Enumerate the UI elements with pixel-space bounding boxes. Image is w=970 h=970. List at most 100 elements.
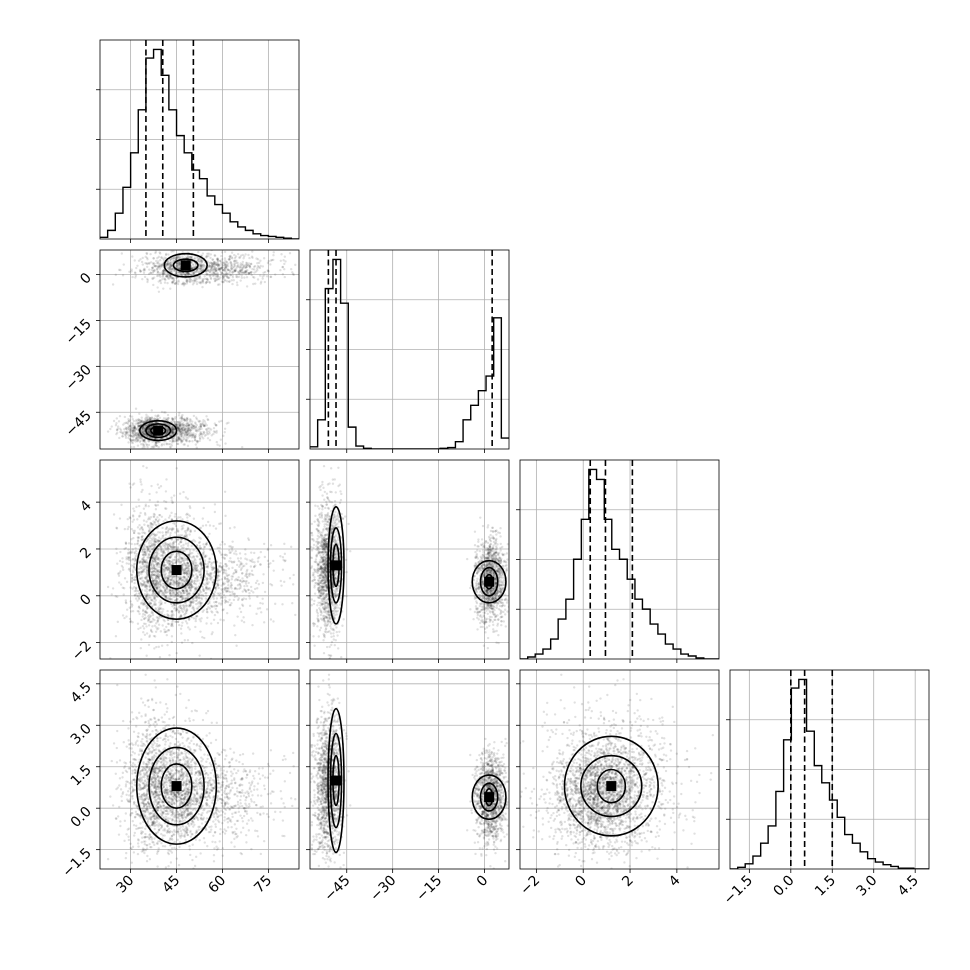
sample-point bbox=[167, 263, 170, 267]
sample-point bbox=[228, 526, 232, 530]
sample-point bbox=[191, 434, 195, 437]
sample-point bbox=[245, 562, 248, 566]
sample-point bbox=[186, 563, 189, 566]
sample-point bbox=[245, 262, 248, 265]
sample-point bbox=[202, 424, 206, 428]
density-contour bbox=[145, 423, 172, 439]
sample-point bbox=[202, 266, 205, 269]
sample-point bbox=[212, 524, 215, 528]
sample-point bbox=[148, 545, 152, 548]
sample-point bbox=[195, 446, 198, 449]
sample-point bbox=[174, 599, 177, 602]
sample-point bbox=[239, 269, 243, 272]
sample-point bbox=[165, 559, 169, 562]
sample-point bbox=[196, 439, 199, 443]
sample-point bbox=[216, 257, 219, 260]
sample-point bbox=[174, 561, 177, 564]
sample-point bbox=[180, 557, 183, 561]
sample-point bbox=[272, 559, 275, 563]
sample-point bbox=[207, 265, 211, 269]
sample-point bbox=[154, 574, 157, 577]
sample-point bbox=[182, 284, 186, 287]
sample-point bbox=[179, 577, 182, 580]
sample-point bbox=[170, 268, 173, 271]
sample-point bbox=[193, 529, 197, 533]
sample-point bbox=[159, 579, 162, 582]
sample-point bbox=[197, 552, 200, 555]
sample-point bbox=[262, 621, 266, 624]
sample-point bbox=[186, 569, 189, 573]
sample-point bbox=[199, 430, 202, 434]
sample-point bbox=[181, 518, 184, 521]
sample-point bbox=[227, 276, 230, 279]
sample-point bbox=[186, 565, 189, 568]
sample-point bbox=[144, 604, 147, 608]
sample-point bbox=[155, 444, 159, 448]
sample-point bbox=[210, 265, 214, 269]
sample-point bbox=[154, 602, 157, 605]
sample-point bbox=[146, 578, 150, 582]
sample-point bbox=[196, 569, 199, 572]
sample-point bbox=[256, 579, 259, 583]
sample-point bbox=[233, 268, 236, 271]
sample-point bbox=[201, 423, 204, 426]
sample-point bbox=[182, 443, 185, 446]
sample-point bbox=[205, 581, 208, 584]
sample-point bbox=[250, 273, 253, 277]
sample-point bbox=[247, 538, 251, 542]
sample-point bbox=[261, 265, 265, 268]
sample-point bbox=[130, 268, 133, 271]
sample-point bbox=[165, 633, 169, 637]
sample-point bbox=[224, 270, 228, 273]
sample-point bbox=[197, 579, 200, 582]
sample-point bbox=[144, 434, 147, 438]
sample-point bbox=[135, 266, 138, 270]
sample-point bbox=[187, 513, 190, 516]
sample-point bbox=[164, 490, 168, 493]
sample-point bbox=[218, 593, 221, 597]
sample-point bbox=[186, 256, 189, 259]
sample-point bbox=[197, 250, 200, 254]
sample-point bbox=[197, 595, 200, 598]
sample-point bbox=[166, 579, 170, 583]
sample-point bbox=[248, 271, 252, 274]
sample-point bbox=[173, 540, 176, 543]
sample-point bbox=[148, 614, 151, 617]
sample-point bbox=[233, 263, 236, 266]
sample-point bbox=[274, 602, 277, 606]
sample-point bbox=[173, 592, 177, 596]
sample-point bbox=[223, 599, 227, 602]
sample-point bbox=[149, 417, 152, 420]
sample-point bbox=[252, 565, 256, 569]
sample-point bbox=[167, 577, 170, 581]
sample-point bbox=[208, 577, 212, 580]
sample-point bbox=[183, 273, 187, 276]
sample-point bbox=[145, 443, 148, 446]
sample-point bbox=[188, 571, 191, 574]
sample-point bbox=[145, 569, 149, 572]
sample-point bbox=[238, 265, 241, 269]
sample-point bbox=[136, 609, 139, 613]
sample-point bbox=[199, 560, 202, 564]
sample-point bbox=[146, 428, 150, 432]
sample-point bbox=[204, 282, 207, 285]
sample-point bbox=[172, 581, 176, 584]
sample-point bbox=[201, 423, 205, 426]
sample-point bbox=[173, 279, 176, 282]
sample-point bbox=[179, 604, 182, 607]
sample-point bbox=[131, 569, 135, 572]
sample-point bbox=[133, 424, 136, 428]
sample-point bbox=[156, 286, 159, 289]
sample-point bbox=[179, 606, 182, 610]
sample-point bbox=[145, 419, 149, 423]
sample-point bbox=[239, 264, 242, 267]
sample-point bbox=[190, 423, 194, 426]
sample-point bbox=[170, 623, 174, 627]
sample-point bbox=[136, 432, 140, 436]
sample-point bbox=[176, 426, 179, 429]
sample-point bbox=[232, 561, 235, 564]
sample-point bbox=[244, 597, 248, 601]
sample-point bbox=[172, 590, 176, 594]
sample-point bbox=[152, 283, 155, 287]
sample-point bbox=[180, 434, 183, 437]
